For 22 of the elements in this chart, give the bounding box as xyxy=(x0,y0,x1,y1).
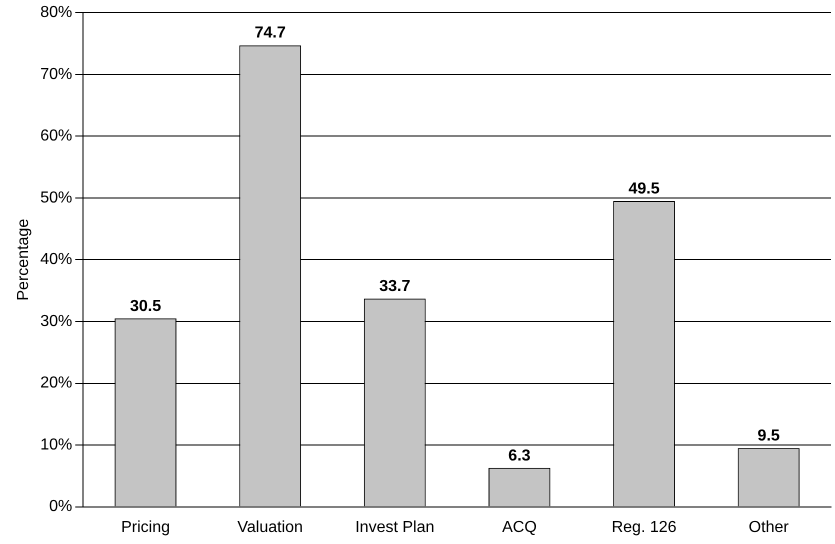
y-tick-label: 30% xyxy=(40,312,72,330)
data-label: 49.5 xyxy=(628,180,660,198)
data-label: 33.7 xyxy=(379,278,410,296)
y-tick-label: 60% xyxy=(40,128,72,145)
x-tick-label: Other xyxy=(748,518,790,536)
x-tick-label: Pricing xyxy=(121,518,170,536)
y-tick-label: 80% xyxy=(40,4,72,22)
x-tick-label: ACQ xyxy=(502,518,537,536)
y-tick-label: 50% xyxy=(40,189,72,206)
y-axis-title: Percentage xyxy=(15,218,32,301)
y-tick-label: 70% xyxy=(40,66,72,83)
data-label: 30.5 xyxy=(130,298,162,315)
data-label: 6.3 xyxy=(508,447,531,464)
data-label: 9.5 xyxy=(758,428,780,445)
y-tick-label: 40% xyxy=(40,251,72,268)
data-label: 74.7 xyxy=(254,24,286,42)
y-tick-label: 10% xyxy=(40,436,72,454)
x-tick-label: Valuation xyxy=(237,518,303,536)
x-tick-label: Reg. 126 xyxy=(612,518,677,536)
y-tick-label: 20% xyxy=(40,374,72,392)
y-tick-label: 0% xyxy=(49,498,72,516)
x-tick-label: Invest Plan xyxy=(355,518,434,536)
